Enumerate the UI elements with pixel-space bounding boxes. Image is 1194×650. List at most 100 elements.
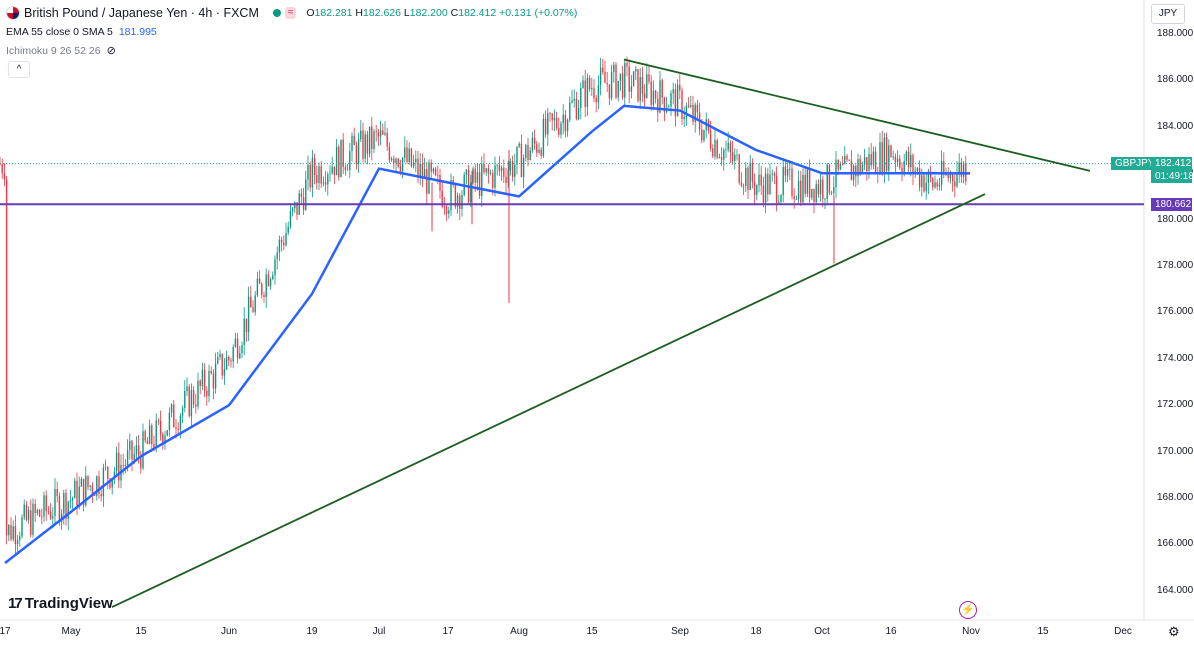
candle-body [439,175,441,191]
candle-body [857,158,859,177]
candle-body [364,134,366,159]
candle-body [723,149,725,160]
candle-body [505,176,507,183]
data-source-badge[interactable]: ≈ [284,7,297,19]
candle-body [441,190,443,207]
price-tick-label: 164.000 [1157,584,1194,596]
candle-body [232,346,234,362]
candle-body [54,489,56,517]
candle-body [734,154,736,161]
candle-body [683,116,685,119]
time-tick-label: Oct [814,626,830,637]
candle-body [681,90,683,119]
symbol-title[interactable]: British Pound / Japanese Yen · 4h · FXCM [24,6,259,20]
candle-body [529,150,531,160]
candle-body [729,142,732,152]
candle-body [753,181,756,195]
ema-line [4,104,971,564]
candle-body [351,135,353,152]
candle-body [19,536,21,541]
candle-body [89,485,91,487]
candle-body [569,102,571,120]
candle-body [342,139,344,168]
candle-body [841,163,844,165]
price-tick-label: 188.000 [1157,28,1194,39]
tradingview-logo[interactable]: 17 TradingView [8,595,113,612]
candle-body [637,69,639,101]
candle-body [430,162,432,172]
candle-body [269,278,272,286]
candle-body [322,182,325,184]
candle-body [606,82,608,85]
candle-body [824,198,826,200]
candle-body [23,504,25,518]
candle-body [305,179,307,210]
candle-body [657,98,659,113]
candle-body [806,169,809,194]
candle-body [804,174,806,194]
lightning-icon[interactable]: ⚡ [959,601,977,619]
candle-body [324,182,327,185]
candle-body [544,118,547,135]
ohlc-values: O182.281 H182.626 L182.200 C182.412 +0.1… [306,7,578,19]
candle-body [773,173,776,176]
time-tick-label: 19 [306,626,318,637]
candle-body [287,226,289,233]
candle-body [863,157,866,165]
ichimoku-legend[interactable]: Ichimoku 9 26 52 26 ⊘ [6,44,116,58]
candle-body [177,428,179,430]
candle-body [5,179,8,536]
candle-body [109,478,111,488]
candle-body [899,158,901,168]
candle-body [140,455,142,469]
price-tick-label: 176.000 [1157,306,1194,318]
candle-body [599,67,602,85]
candle-body [650,81,652,105]
symbol-price-tag: GBPJPY [1111,156,1159,170]
candle-body [819,179,822,195]
last-price-tag: 182.412 [1151,156,1192,170]
candle-body [201,369,204,387]
candle-body [71,498,74,500]
candle-body [533,137,536,144]
candle-body [929,171,932,179]
candle-body [593,88,595,99]
candle-body [496,165,498,166]
candle-body [296,202,298,215]
candle-body [100,493,102,497]
time-tick-label: Nov [962,626,980,637]
candle-body [958,162,960,173]
candle-body [659,80,661,113]
candle-body [316,175,318,183]
hline-price-tag: 180.662 [1151,198,1192,212]
candle-body [131,440,133,460]
candle-body [144,431,146,441]
collapse-legend-button[interactable]: ^ [8,61,30,78]
candle-body [628,66,630,92]
candle-body [553,117,556,121]
candle-body [419,163,421,177]
candle-body [883,137,886,173]
time-tick-label: Jun [220,626,238,637]
currency-button[interactable]: JPY [1151,4,1185,24]
candle-body [124,464,127,466]
settings-gear-icon[interactable]: ⚙ [1168,624,1180,639]
eye-off-icon[interactable]: ⊘ [106,45,116,57]
candle-body [514,164,516,177]
candle-body [1,164,3,174]
candle-body [12,526,14,540]
candle-body [641,77,644,94]
candle-body [676,84,679,117]
candle-body [780,195,782,203]
candle-body [395,158,397,164]
candle-body [16,540,19,545]
candle-body [833,187,835,193]
ema-legend[interactable]: EMA 55 close 0 SMA 5 181.995 [6,26,157,38]
candle-body [767,173,769,195]
candle-body [740,182,743,186]
candle-body [892,156,894,158]
candle-body [577,108,580,119]
candle-body [511,161,514,177]
candle-body [375,131,377,133]
